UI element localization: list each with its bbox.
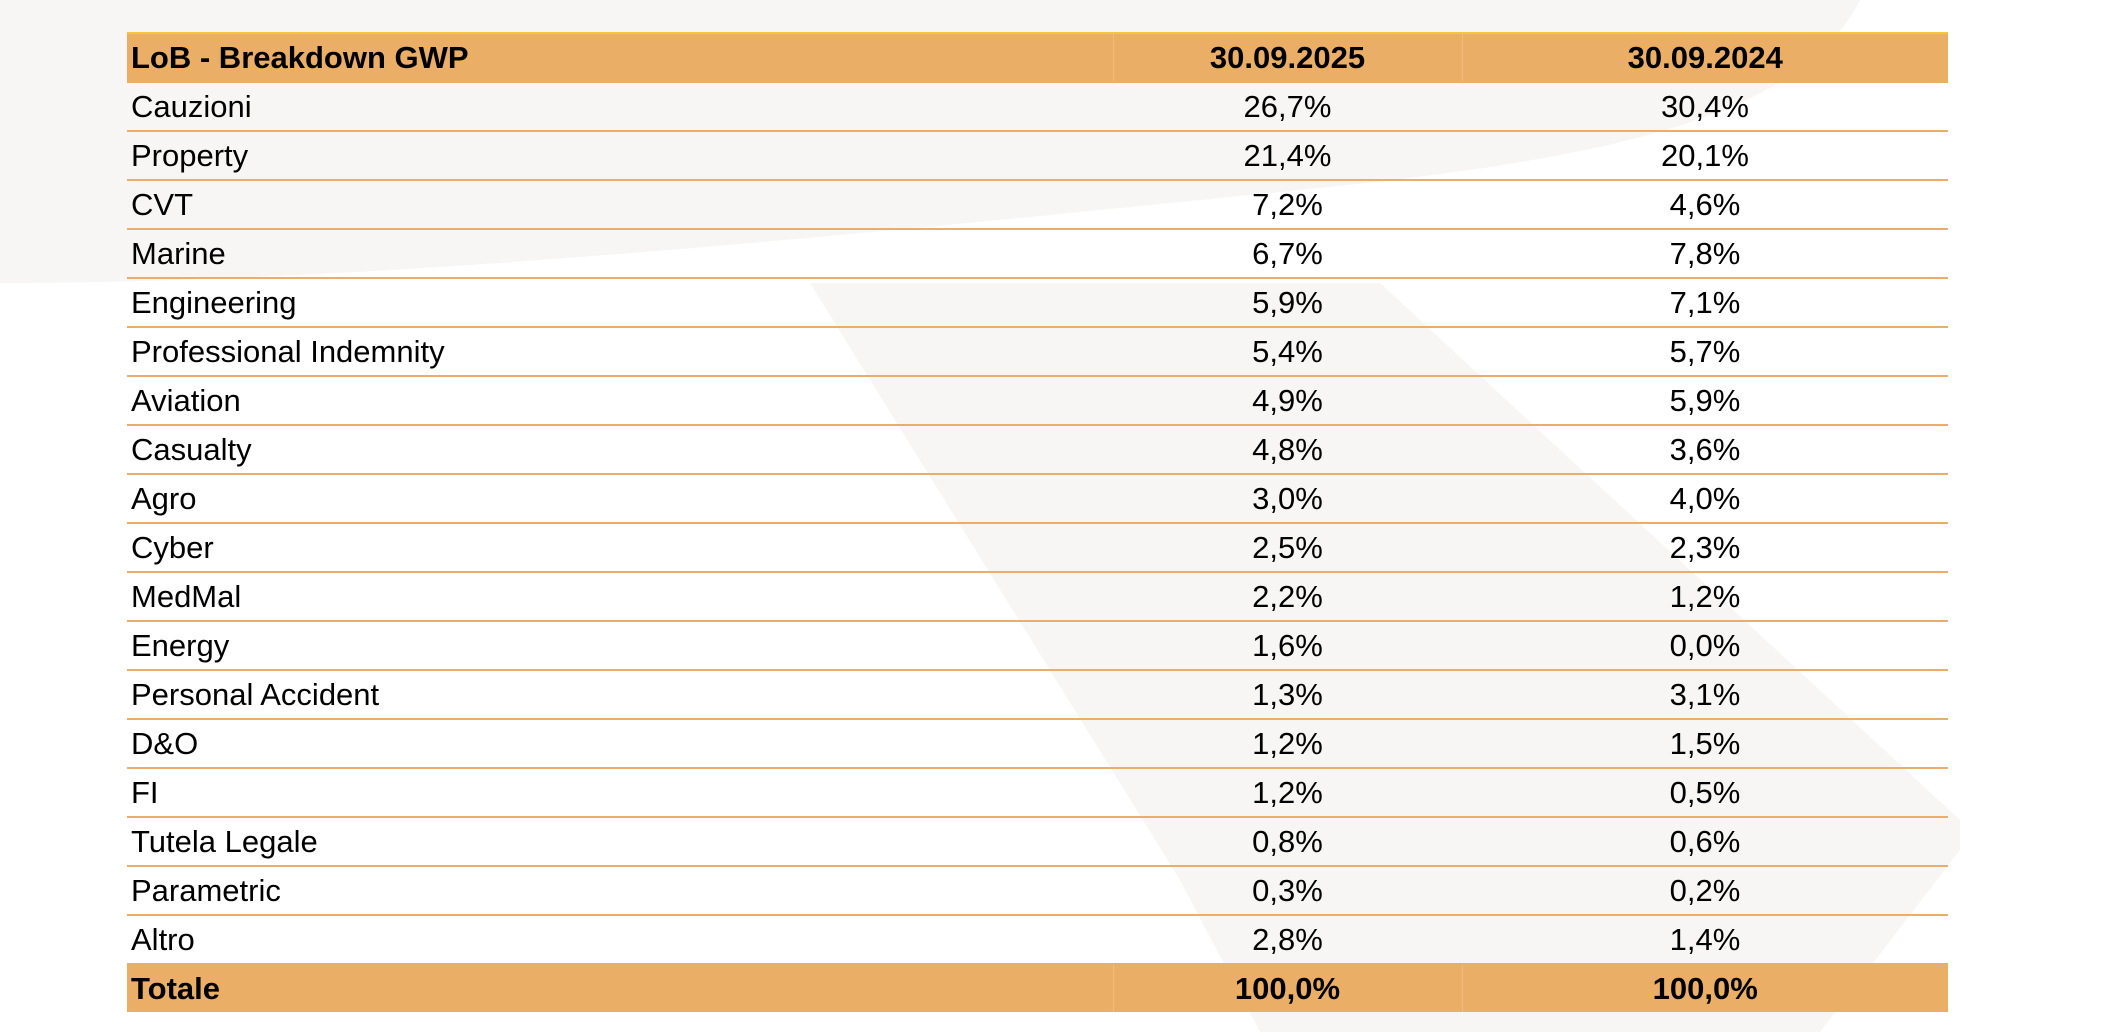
table-row: Parametric 0,3% 0,2% xyxy=(127,866,1948,916)
value-2025: 26,7% xyxy=(1113,82,1462,132)
total-row: Totale 100,0% 100,0% xyxy=(127,963,1948,1012)
value-2024: 3,1% xyxy=(1462,670,1948,720)
value-2025: 2,2% xyxy=(1113,572,1462,622)
table-row: Tutela Legale 0,8% 0,6% xyxy=(127,817,1948,867)
value-2024: 7,1% xyxy=(1462,278,1948,328)
value-2025: 4,8% xyxy=(1113,425,1462,475)
value-2024: 30,4% xyxy=(1462,82,1948,132)
table-row: Agro 3,0% 4,0% xyxy=(127,474,1948,524)
table-row: Casualty 4,8% 3,6% xyxy=(127,425,1948,475)
value-2025: 1,6% xyxy=(1113,621,1462,671)
value-2024: 1,4% xyxy=(1462,915,1948,965)
value-2024: 4,0% xyxy=(1462,474,1948,524)
table-row: Marine 6,7% 7,8% xyxy=(127,229,1948,279)
table-row: Cauzioni 26,7% 30,4% xyxy=(127,82,1948,132)
value-2025: 0,8% xyxy=(1113,817,1462,867)
header-2025: 30.09.2025 xyxy=(1112,32,1462,83)
value-2024: 5,9% xyxy=(1462,376,1948,426)
value-2025: 3,0% xyxy=(1113,474,1462,524)
row-label: D&O xyxy=(127,719,1113,769)
value-2025: 7,2% xyxy=(1113,180,1462,230)
value-2025: 5,4% xyxy=(1113,327,1462,377)
row-label: Energy xyxy=(127,621,1113,671)
value-2024: 0,5% xyxy=(1462,768,1948,818)
value-2024: 7,8% xyxy=(1462,229,1948,279)
row-label: Altro xyxy=(127,915,1113,965)
row-label: Agro xyxy=(127,474,1113,524)
table-row: Property 21,4% 20,1% xyxy=(127,131,1948,181)
value-2024: 1,2% xyxy=(1462,572,1948,622)
table-row: Energy 1,6% 0,0% xyxy=(127,621,1948,671)
value-2024: 2,3% xyxy=(1462,523,1948,573)
total-2024: 100,0% xyxy=(1461,963,1948,1012)
value-2025: 21,4% xyxy=(1113,131,1462,181)
value-2025: 1,3% xyxy=(1113,670,1462,720)
row-label: Tutela Legale xyxy=(127,817,1113,867)
value-2025: 1,2% xyxy=(1113,719,1462,769)
header-2024: 30.09.2024 xyxy=(1461,32,1948,83)
row-label: Cauzioni xyxy=(127,82,1113,132)
row-label: Marine xyxy=(127,229,1113,279)
total-label: Totale xyxy=(127,963,1113,1012)
table-row: Altro 2,8% 1,4% xyxy=(127,915,1948,965)
table-row: Professional Indemnity 5,4% 5,7% xyxy=(127,327,1948,377)
value-2024: 0,2% xyxy=(1462,866,1948,916)
table-row: CVT 7,2% 4,6% xyxy=(127,180,1948,230)
value-2024: 3,6% xyxy=(1462,425,1948,475)
table-row: FI 1,2% 0,5% xyxy=(127,768,1948,818)
table-row: MedMal 2,2% 1,2% xyxy=(127,572,1948,622)
row-label: Personal Accident xyxy=(127,670,1113,720)
row-label: Engineering xyxy=(127,278,1113,328)
value-2024: 0,0% xyxy=(1462,621,1948,671)
row-label: Property xyxy=(127,131,1113,181)
total-2025: 100,0% xyxy=(1112,963,1462,1012)
row-label: CVT xyxy=(127,180,1113,230)
value-2025: 2,5% xyxy=(1113,523,1462,573)
table-header-row: LoB - Breakdown GWP 30.09.2025 30.09.202… xyxy=(127,32,1948,83)
value-2025: 5,9% xyxy=(1113,278,1462,328)
table-row: Engineering 5,9% 7,1% xyxy=(127,278,1948,328)
value-2025: 2,8% xyxy=(1113,915,1462,965)
row-label: Cyber xyxy=(127,523,1113,573)
table-row: Personal Accident 1,3% 3,1% xyxy=(127,670,1948,720)
row-label: MedMal xyxy=(127,572,1113,622)
value-2024: 5,7% xyxy=(1462,327,1948,377)
row-label: FI xyxy=(127,768,1113,818)
value-2025: 1,2% xyxy=(1113,768,1462,818)
value-2024: 4,6% xyxy=(1462,180,1948,230)
value-2024: 0,6% xyxy=(1462,817,1948,867)
value-2024: 1,5% xyxy=(1462,719,1948,769)
row-label: Aviation xyxy=(127,376,1113,426)
table-row: D&O 1,2% 1,5% xyxy=(127,719,1948,769)
row-label: Professional Indemnity xyxy=(127,327,1113,377)
table-row: Cyber 2,5% 2,3% xyxy=(127,523,1948,573)
header-lob: LoB - Breakdown GWP xyxy=(127,32,1113,83)
value-2025: 0,3% xyxy=(1113,866,1462,916)
lob-breakdown-table: LoB - Breakdown GWP 30.09.2025 30.09.202… xyxy=(127,32,1948,1012)
value-2024: 20,1% xyxy=(1462,131,1948,181)
value-2025: 6,7% xyxy=(1113,229,1462,279)
row-label: Casualty xyxy=(127,425,1113,475)
row-label: Parametric xyxy=(127,866,1113,916)
table-row: Aviation 4,9% 5,9% xyxy=(127,376,1948,426)
value-2025: 4,9% xyxy=(1113,376,1462,426)
